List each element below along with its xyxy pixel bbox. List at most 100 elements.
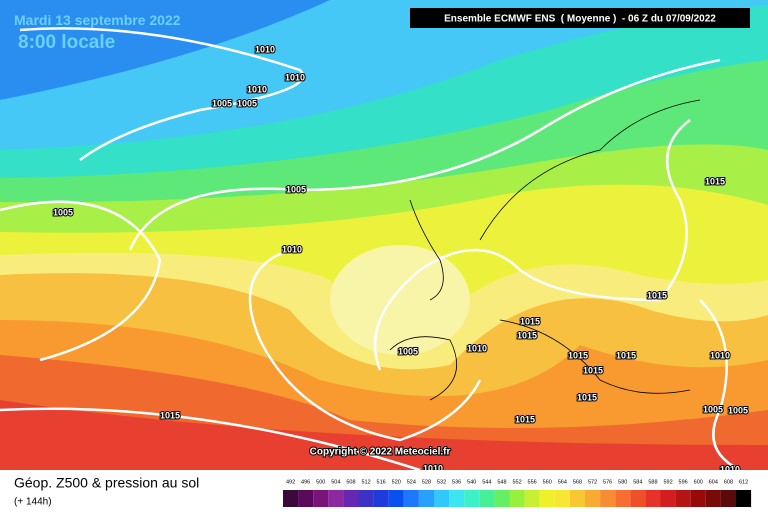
isobar-label: 1010 — [710, 350, 730, 360]
isobar-label: 1015 — [705, 176, 725, 186]
copyright: Copyright © 2022 Meteociel.fr — [310, 447, 451, 458]
colorbar-label: 584 — [633, 479, 642, 485]
colorbar-label: 504 — [331, 479, 340, 485]
colorbar-swatch — [690, 490, 706, 507]
colorbar-label: 564 — [558, 479, 567, 485]
band — [0, 400, 768, 470]
isobar-label: 1010 — [255, 44, 275, 54]
colorbar: 492 496 500 504 508 512 516 520 524 528 532 536 540 5… — [283, 479, 752, 507]
isobar-label: 1010 — [467, 343, 487, 353]
colorbar-swatch — [569, 490, 585, 507]
colorbar-label: 612 — [739, 479, 748, 485]
model: Ensemble ECMWF ENS ( Moyenne ) - 06 Z du… — [444, 14, 716, 25]
isobar-label: 1015 — [568, 350, 588, 360]
colorbar-swatch — [600, 490, 616, 507]
colorbar-swatch — [705, 490, 721, 507]
coast — [479, 99, 701, 241]
colorbar-label: 576 — [603, 479, 612, 485]
colorbar-label: 580 — [618, 479, 627, 485]
isobar-label: 1005 — [53, 207, 73, 217]
coast — [409, 199, 444, 301]
colorbar-swatch — [298, 490, 314, 507]
isobar — [0, 200, 162, 362]
colorbar-label: 572 — [588, 479, 597, 485]
colorbar-label: 492 — [286, 479, 295, 485]
isobar-label: 1015 — [520, 316, 540, 326]
isobar-label: 1015 — [517, 330, 537, 340]
time: 8:00 locale — [18, 32, 115, 53]
isobar-labels: 1010 1010 1010 1005 1005 1005 1005 1010 1015 1015… — [52, 43, 749, 475]
isobar — [0, 407, 421, 472]
coast — [499, 319, 691, 394]
band — [330, 245, 470, 355]
isobar — [128, 58, 721, 251]
colorbar-swatch — [283, 490, 299, 507]
isobar-label: 1015 — [160, 410, 180, 420]
isobar-label: 1010 — [285, 72, 305, 82]
colorbar-swatch — [554, 490, 570, 507]
colorbar-swatch — [645, 490, 661, 507]
colorbar-swatch — [328, 490, 344, 507]
colorbar-label: 552 — [512, 479, 521, 485]
colorbar-swatch — [403, 490, 419, 507]
isobar-label: 1015 — [515, 414, 535, 424]
date: Mardi 13 septembre 2022 — [14, 12, 181, 28]
colorbar-label: 524 — [407, 479, 416, 485]
colorbar-label: 512 — [361, 479, 370, 485]
colorbar-label: 500 — [316, 479, 325, 485]
colorbar-swatch — [388, 490, 404, 507]
isobar-label: 1005 — [398, 346, 418, 356]
isobar-label: 1005 — [728, 405, 748, 415]
isobar-label: 1015 — [583, 365, 603, 375]
isobar-label: 1005 — [703, 404, 723, 414]
colorbar-swatch — [630, 490, 646, 507]
isobar — [248, 248, 482, 442]
isobar — [699, 299, 741, 472]
colorbar-label: 568 — [573, 479, 582, 485]
colorbar-swatch — [615, 490, 631, 507]
colorbar-label: 592 — [663, 479, 672, 485]
isobar — [373, 119, 691, 371]
coast — [389, 336, 458, 401]
colorbar-swatch — [720, 490, 736, 507]
colorbar-swatch — [539, 490, 555, 507]
isobar-label: 1015 — [577, 392, 597, 402]
colorbar-label: 604 — [709, 479, 718, 485]
isobar — [19, 27, 305, 162]
colorbar-label: 520 — [392, 479, 401, 485]
colorbar-label: 536 — [452, 479, 461, 485]
colorbar-label: 532 — [437, 479, 446, 485]
colorbar-swatch — [313, 490, 329, 507]
colorbar-label: 588 — [648, 479, 657, 485]
coastlines — [389, 99, 701, 401]
colorbar-swatch — [418, 490, 434, 507]
colorbar-label: 608 — [724, 479, 733, 485]
colorbar-label: 544 — [482, 479, 491, 485]
colorbar-label: 548 — [497, 479, 506, 485]
colorbar-swatch — [509, 490, 525, 507]
colorbar-swatch — [736, 490, 752, 507]
colorbar-swatch — [660, 490, 676, 507]
colorbar-swatch — [585, 490, 601, 507]
isobar-label: 1005 — [286, 184, 306, 194]
isobar-label: 1015 — [616, 350, 636, 360]
colorbar-swatch — [524, 490, 540, 507]
colorbar-swatch — [343, 490, 359, 507]
colorbar-swatch — [675, 490, 691, 507]
colorbar-label: 528 — [422, 479, 431, 485]
colorbar-swatch — [449, 490, 465, 507]
model-box — [410, 8, 750, 28]
isobar-label: 1005 — [212, 98, 232, 108]
colorbar-label: 556 — [528, 479, 537, 485]
isobar-label: 1010 — [247, 84, 267, 94]
colorbar-label: 600 — [694, 479, 703, 485]
isobar-label: 1015 — [647, 290, 667, 300]
colorbar-swatch — [434, 490, 450, 507]
colorbar-label: 496 — [301, 479, 310, 485]
colorbar-swatch — [373, 490, 389, 507]
colorbar-swatch — [358, 490, 374, 507]
legend-title: Géop. Z500 & pression au sol — [14, 475, 199, 491]
colorbar-label: 560 — [543, 479, 552, 485]
